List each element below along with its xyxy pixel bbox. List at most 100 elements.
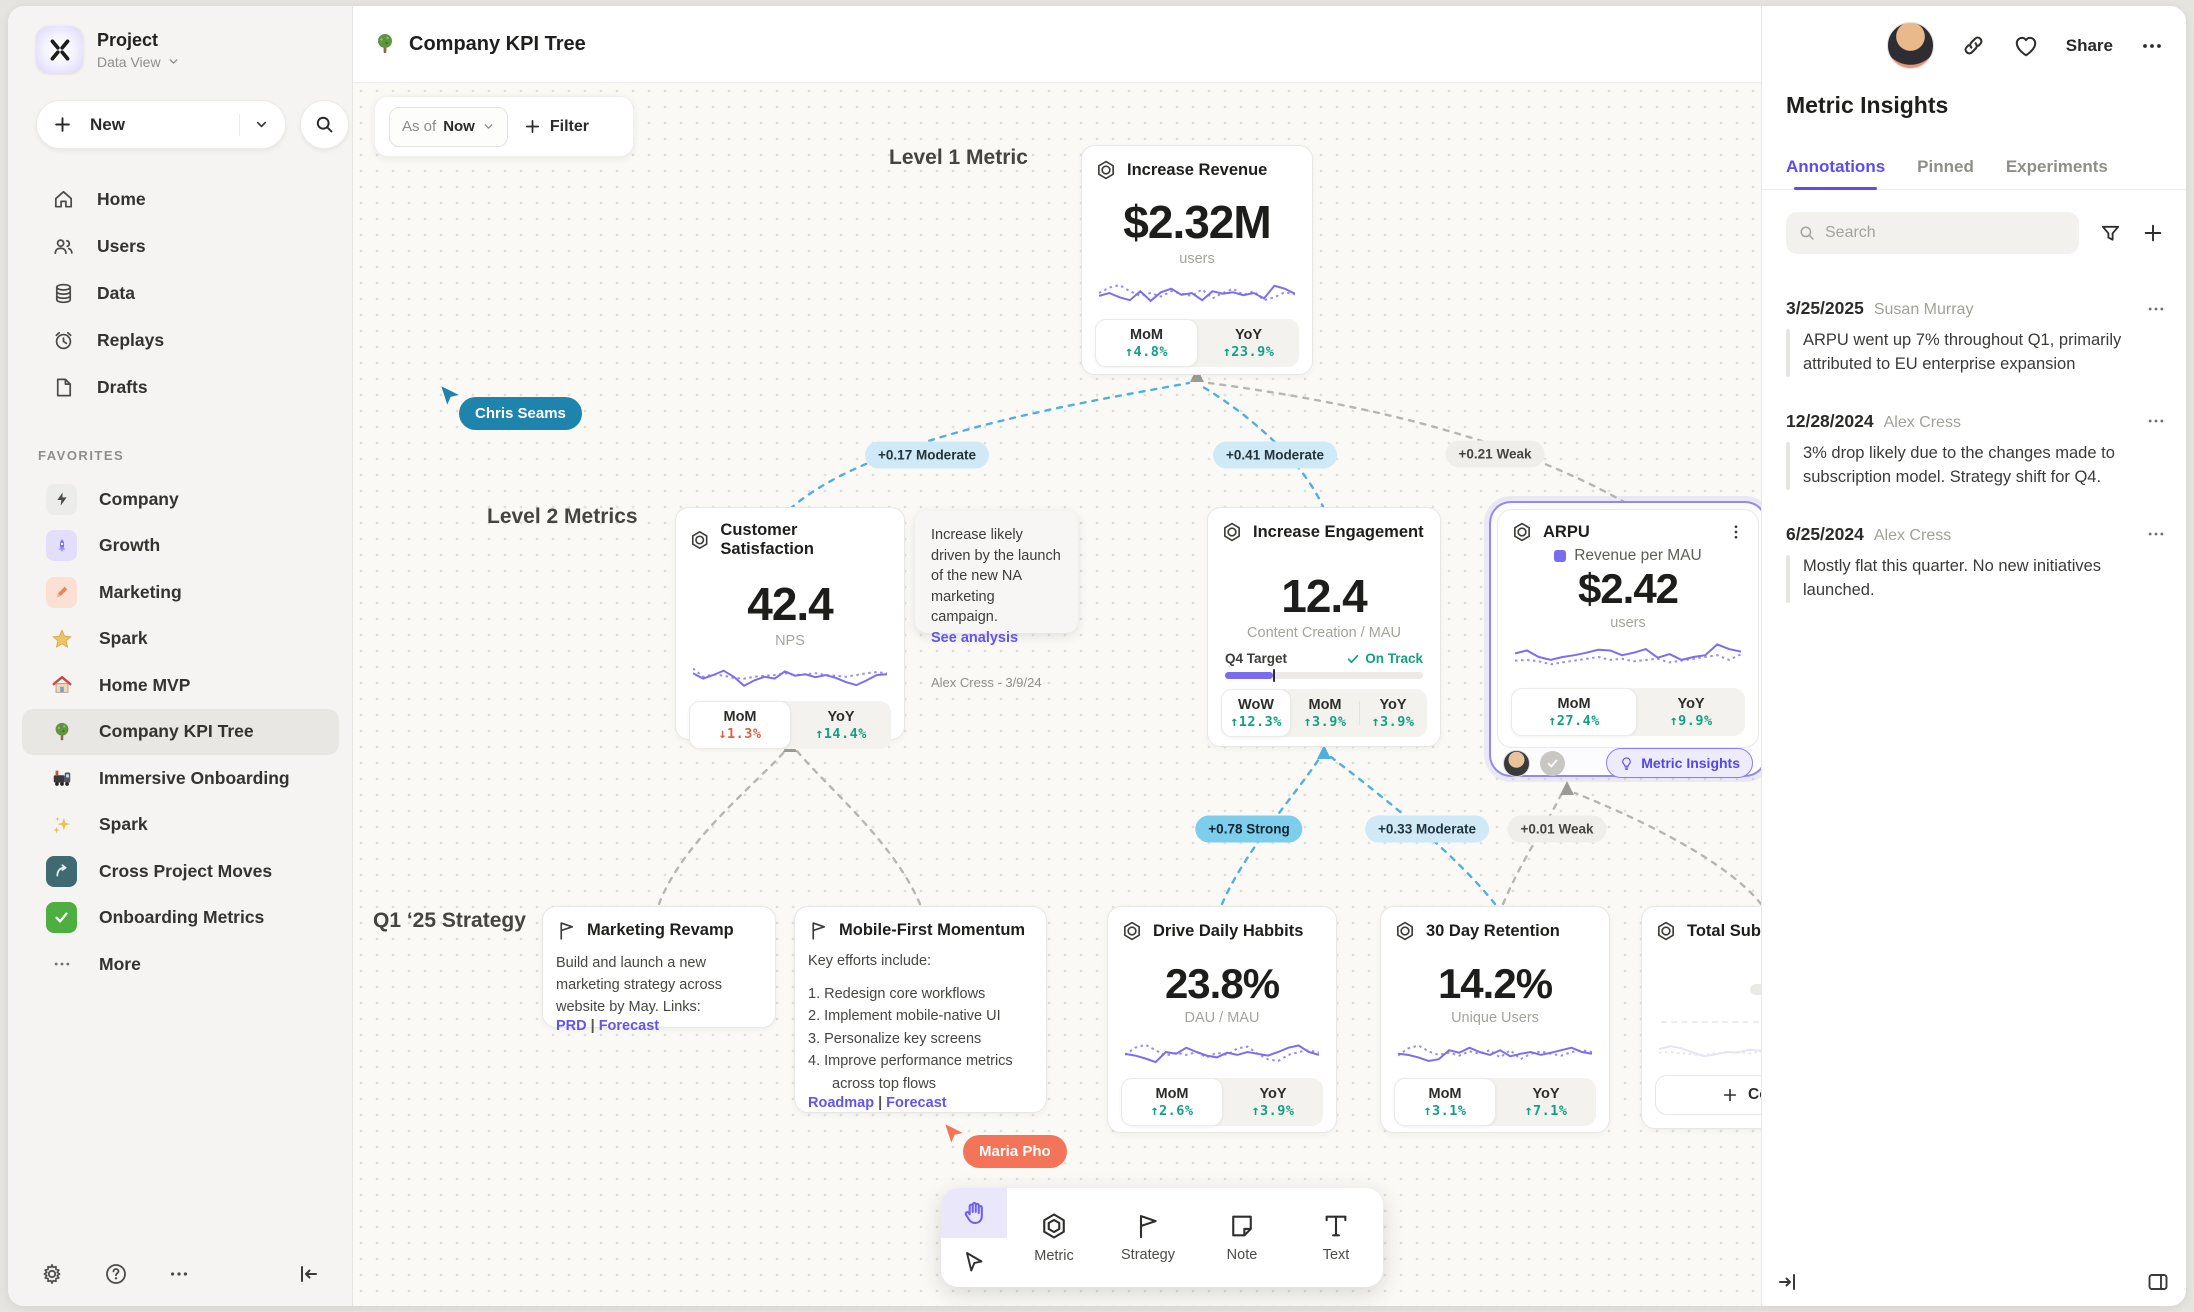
favorite-company-kpi-tree[interactable]: Company KPI Tree: [22, 708, 339, 755]
edge-label[interactable]: +0.41 Moderate: [1213, 441, 1337, 469]
stat-yoy[interactable]: YoY ↑3.9%: [1359, 689, 1427, 737]
connect-data-button[interactable]: Connect: [1655, 1075, 1777, 1115]
cursor-arrow-icon: [945, 1124, 963, 1143]
tab-experiments[interactable]: Experiments: [2005, 156, 2108, 176]
stat-mom[interactable]: MoM ↑2.6%: [1121, 1078, 1223, 1126]
new-button[interactable]: New: [36, 100, 286, 149]
card-title: Customer Satisfaction: [720, 521, 814, 558]
favorite-onboarding-metrics[interactable]: Onboarding Metrics: [22, 895, 339, 942]
metric-card-arpu-selected[interactable]: ARPU Revenue per MAU $2.42 users MoM ↑27…: [1491, 503, 1765, 778]
canvas-tool-dock: Metric Strategy Note Text: [941, 1188, 1383, 1287]
annotation-note-card[interactable]: Increase likely driven by the launch of …: [915, 511, 1078, 690]
select-tool-button[interactable]: [941, 1238, 1007, 1288]
stat-mom[interactable]: MoM ↑4.8%: [1095, 319, 1198, 367]
metric-card-30-day-retention[interactable]: 30 Day Retention 14.2% Unique Users MoM …: [1380, 906, 1610, 1133]
annotation-menu-icon[interactable]: [2146, 299, 2166, 319]
edge-label[interactable]: +0.17 Moderate: [865, 441, 989, 469]
metric-tool-button[interactable]: Metric: [1007, 1188, 1101, 1287]
note-tool-button[interactable]: Note: [1195, 1188, 1289, 1287]
annotation-item[interactable]: 3/25/2025 Susan Murray ARPU went up 7% t…: [1786, 298, 2166, 377]
canvas-toolbar: As of Now Filter: [374, 96, 634, 157]
help-icon[interactable]: [104, 1262, 128, 1286]
metric-card-customer-satisfaction[interactable]: Customer Satisfaction 42.4 NPS MoM ↓1.3%…: [675, 507, 905, 749]
share-button[interactable]: Share: [2065, 35, 2113, 55]
metric-card-increase-engagement[interactable]: Increase Engagement 12.4 Content Creatio…: [1207, 507, 1441, 747]
favorite-company[interactable]: Company: [22, 476, 339, 523]
add-annotation-icon[interactable]: [2142, 222, 2164, 244]
sidebar-item-users[interactable]: Users: [8, 223, 352, 270]
annotation-item[interactable]: 6/25/2024 Alex Cress Mostly flat this qu…: [1786, 524, 2166, 603]
stat-wow[interactable]: WoW ↑12.3%: [1221, 689, 1291, 737]
strategy-card-marketing-revamp[interactable]: Marketing Revamp Build and launch a new …: [542, 906, 776, 1034]
filter-funnel-icon[interactable]: [2099, 222, 2122, 245]
project-switcher[interactable]: Project Data View: [36, 26, 180, 73]
more-menu-icon[interactable]: [2140, 34, 2164, 58]
kebab-menu-icon[interactable]: [1727, 523, 1745, 541]
strategy-card-mobile-first-momentum[interactable]: Mobile-First Momentum Key efforts includ…: [794, 906, 1047, 1113]
annotations-search[interactable]: [1786, 212, 2079, 254]
metric-insights-button[interactable]: Metric Insights: [1606, 748, 1753, 778]
filter-button[interactable]: Filter: [524, 118, 589, 136]
favorite-growth[interactable]: Growth: [22, 523, 339, 570]
strategy-tool-button[interactable]: Strategy: [1101, 1188, 1195, 1287]
metric-value: 12.4: [1281, 570, 1368, 622]
stat-mom[interactable]: MoM ↓1.3%: [689, 701, 791, 749]
hand-tool-button[interactable]: [941, 1188, 1007, 1238]
user-avatar[interactable]: [1886, 22, 1934, 69]
favorite-cross-project-moves[interactable]: Cross Project Moves: [22, 848, 339, 895]
tab-pinned[interactable]: Pinned: [1917, 156, 1974, 176]
edge-label[interactable]: +0.33 Moderate: [1365, 815, 1489, 843]
stat-yoy[interactable]: YoY ↑14.4%: [815, 708, 867, 742]
edge-label[interactable]: +0.78 Strong: [1195, 815, 1303, 843]
collapse-panel-icon[interactable]: [1776, 1270, 1800, 1294]
stat-yoy[interactable]: YoY ↑7.1%: [1524, 1085, 1568, 1119]
annotation-menu-icon[interactable]: [2146, 524, 2166, 544]
chevron-down-icon[interactable]: [254, 117, 269, 132]
stat-yoy[interactable]: YoY ↑9.9%: [1669, 695, 1713, 729]
stat-mom[interactable]: MoM ↑3.9%: [1303, 696, 1347, 730]
collapse-sidebar-icon[interactable]: [296, 1262, 320, 1286]
forecast-link[interactable]: Forecast: [886, 1095, 947, 1112]
metric-card-drive-daily-habbits[interactable]: Drive Daily Habbits 23.8% DAU / MAU MoM …: [1107, 906, 1337, 1133]
metric-icon: [1224, 522, 1240, 542]
file-icon: [56, 378, 72, 397]
edge-label[interactable]: +0.21 Weak: [1445, 440, 1545, 468]
forecast-link[interactable]: Forecast: [598, 1018, 660, 1035]
favorites-more[interactable]: More: [22, 941, 339, 988]
see-analysis-link[interactable]: See analysis: [931, 629, 1019, 646]
copy-link-icon[interactable]: [1961, 33, 1986, 58]
favorite-spark[interactable]: Spark: [22, 616, 339, 663]
as-of-dropdown[interactable]: As of Now: [389, 106, 508, 147]
metric-card-increase-revenue[interactable]: Increase Revenue $2.32M users MoM ↑4.8% …: [1081, 145, 1313, 375]
text-tool-button[interactable]: Text: [1289, 1188, 1383, 1287]
search-input[interactable]: [1825, 224, 2067, 242]
sidebar-search-button[interactable]: [300, 100, 349, 149]
settings-gear-icon[interactable]: [40, 1262, 64, 1286]
tab-annotations[interactable]: Annotations: [1786, 144, 1885, 190]
sidebar-item-replays[interactable]: Replays: [8, 317, 352, 364]
edge-label[interactable]: +0.01 Weak: [1507, 815, 1607, 843]
favorite-spark-2[interactable]: Spark: [22, 802, 339, 849]
prd-link[interactable]: PRD: [556, 1018, 587, 1035]
annotation-item[interactable]: 12/28/2024 Alex Cress 3% drop likely due…: [1786, 411, 2166, 490]
sparkline-chart: [1098, 273, 1296, 313]
annotation-menu-icon[interactable]: [2146, 411, 2166, 431]
sidebar-item-data[interactable]: Data: [8, 270, 352, 317]
metric-card-total-subscriptions[interactable]: Total Subscript Connect: [1641, 906, 1777, 1129]
toggle-sidebar-layout-icon[interactable]: [2146, 1270, 2170, 1294]
favorite-marketing[interactable]: Marketing: [22, 569, 339, 616]
stat-yoy[interactable]: YoY ↑3.9%: [1251, 1085, 1295, 1119]
kpi-tree-canvas[interactable]: As of Now Filter Level 1 Metric Level 2 …: [353, 83, 1777, 1306]
favorite-immersive-onboarding[interactable]: Immersive Onboarding: [22, 755, 339, 802]
favorite-home-mvp[interactable]: Home MVP: [22, 662, 339, 709]
sidebar-item-drafts[interactable]: Drafts: [8, 364, 352, 411]
stat-mom[interactable]: MoM ↑27.4%: [1511, 688, 1638, 736]
favorite-heart-icon[interactable]: [2013, 33, 2039, 59]
stat-yoy[interactable]: YoY ↑23.9%: [1222, 326, 1275, 360]
roadmap-link[interactable]: Roadmap: [808, 1095, 875, 1112]
stat-mom[interactable]: MoM ↑3.1%: [1394, 1078, 1496, 1126]
sidebar-item-home[interactable]: Home: [8, 176, 352, 223]
more-options-icon[interactable]: [168, 1263, 190, 1285]
sidebar-item-label: Home: [97, 189, 146, 209]
project-view-selector[interactable]: Data View: [97, 54, 180, 70]
